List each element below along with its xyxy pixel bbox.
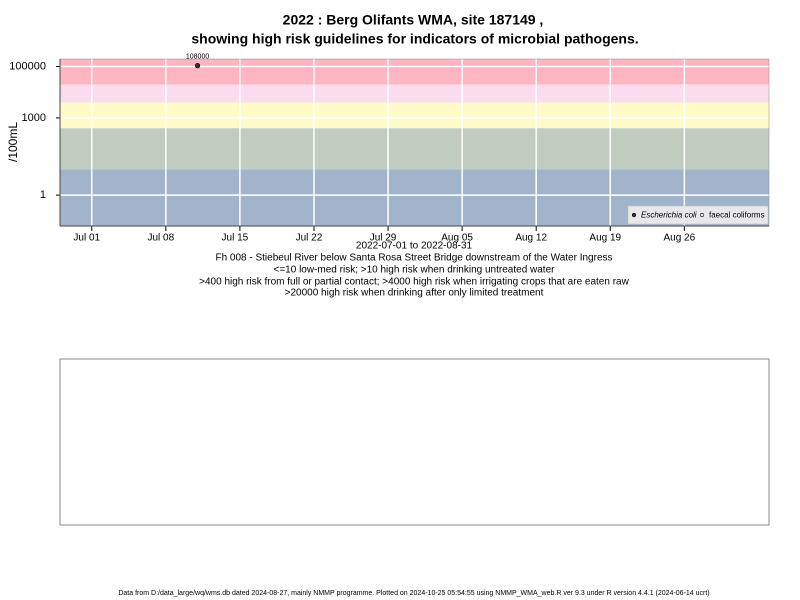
x-tick-label: Jul 08 xyxy=(147,233,174,244)
risk-band xyxy=(60,84,769,103)
chart-title: 2022 : Berg Olifants WMA, site 187149 , xyxy=(283,12,544,28)
legend-marker xyxy=(631,212,637,218)
y-tick-label: 100000 xyxy=(9,60,46,72)
x-tick-label: Aug 12 xyxy=(515,233,547,244)
x-tick-label: Jul 22 xyxy=(296,233,323,244)
y-axis-label: /100mL xyxy=(6,122,20,162)
note: >400 high risk from full or partial cont… xyxy=(199,277,629,288)
legend-box xyxy=(627,205,769,225)
risk-band xyxy=(60,102,769,129)
x-tick-label: Jul 01 xyxy=(73,233,100,244)
data-point xyxy=(194,63,201,69)
y-tick-label: 1000 xyxy=(22,112,46,124)
chart-title: showing high risk guidelines for indicat… xyxy=(191,31,638,47)
x-tick-label: Jul 15 xyxy=(222,233,249,244)
x-tick-label: Aug 19 xyxy=(589,233,621,244)
y-tick-label: 1 xyxy=(40,189,46,201)
legend-label: faecal coliforms xyxy=(709,211,765,220)
note: >20000 high risk when drinking after onl… xyxy=(285,288,544,299)
plot-frame xyxy=(59,58,770,227)
x-tick-label: Aug 26 xyxy=(663,233,695,244)
data-label: 108000 xyxy=(186,53,209,60)
note: Fh 008 - Stiebeul River below Santa Rosa… xyxy=(215,253,612,264)
x-tick-label: Jul 29 xyxy=(370,233,397,244)
risk-band xyxy=(60,59,769,85)
risk-band xyxy=(60,128,769,170)
legend-marker xyxy=(699,212,705,218)
note: <=10 low-med risk; >10 high risk when dr… xyxy=(274,265,556,276)
legend-label: Escherichia coli xyxy=(641,211,697,220)
x-tick-label: Aug 05 xyxy=(441,233,473,244)
empty-panel xyxy=(59,358,770,526)
x-axis-label: 2022-07-01 to 2022-08-31 xyxy=(356,241,473,252)
footer: Data from D:/data_large/wq/wms.db dated … xyxy=(118,590,709,597)
